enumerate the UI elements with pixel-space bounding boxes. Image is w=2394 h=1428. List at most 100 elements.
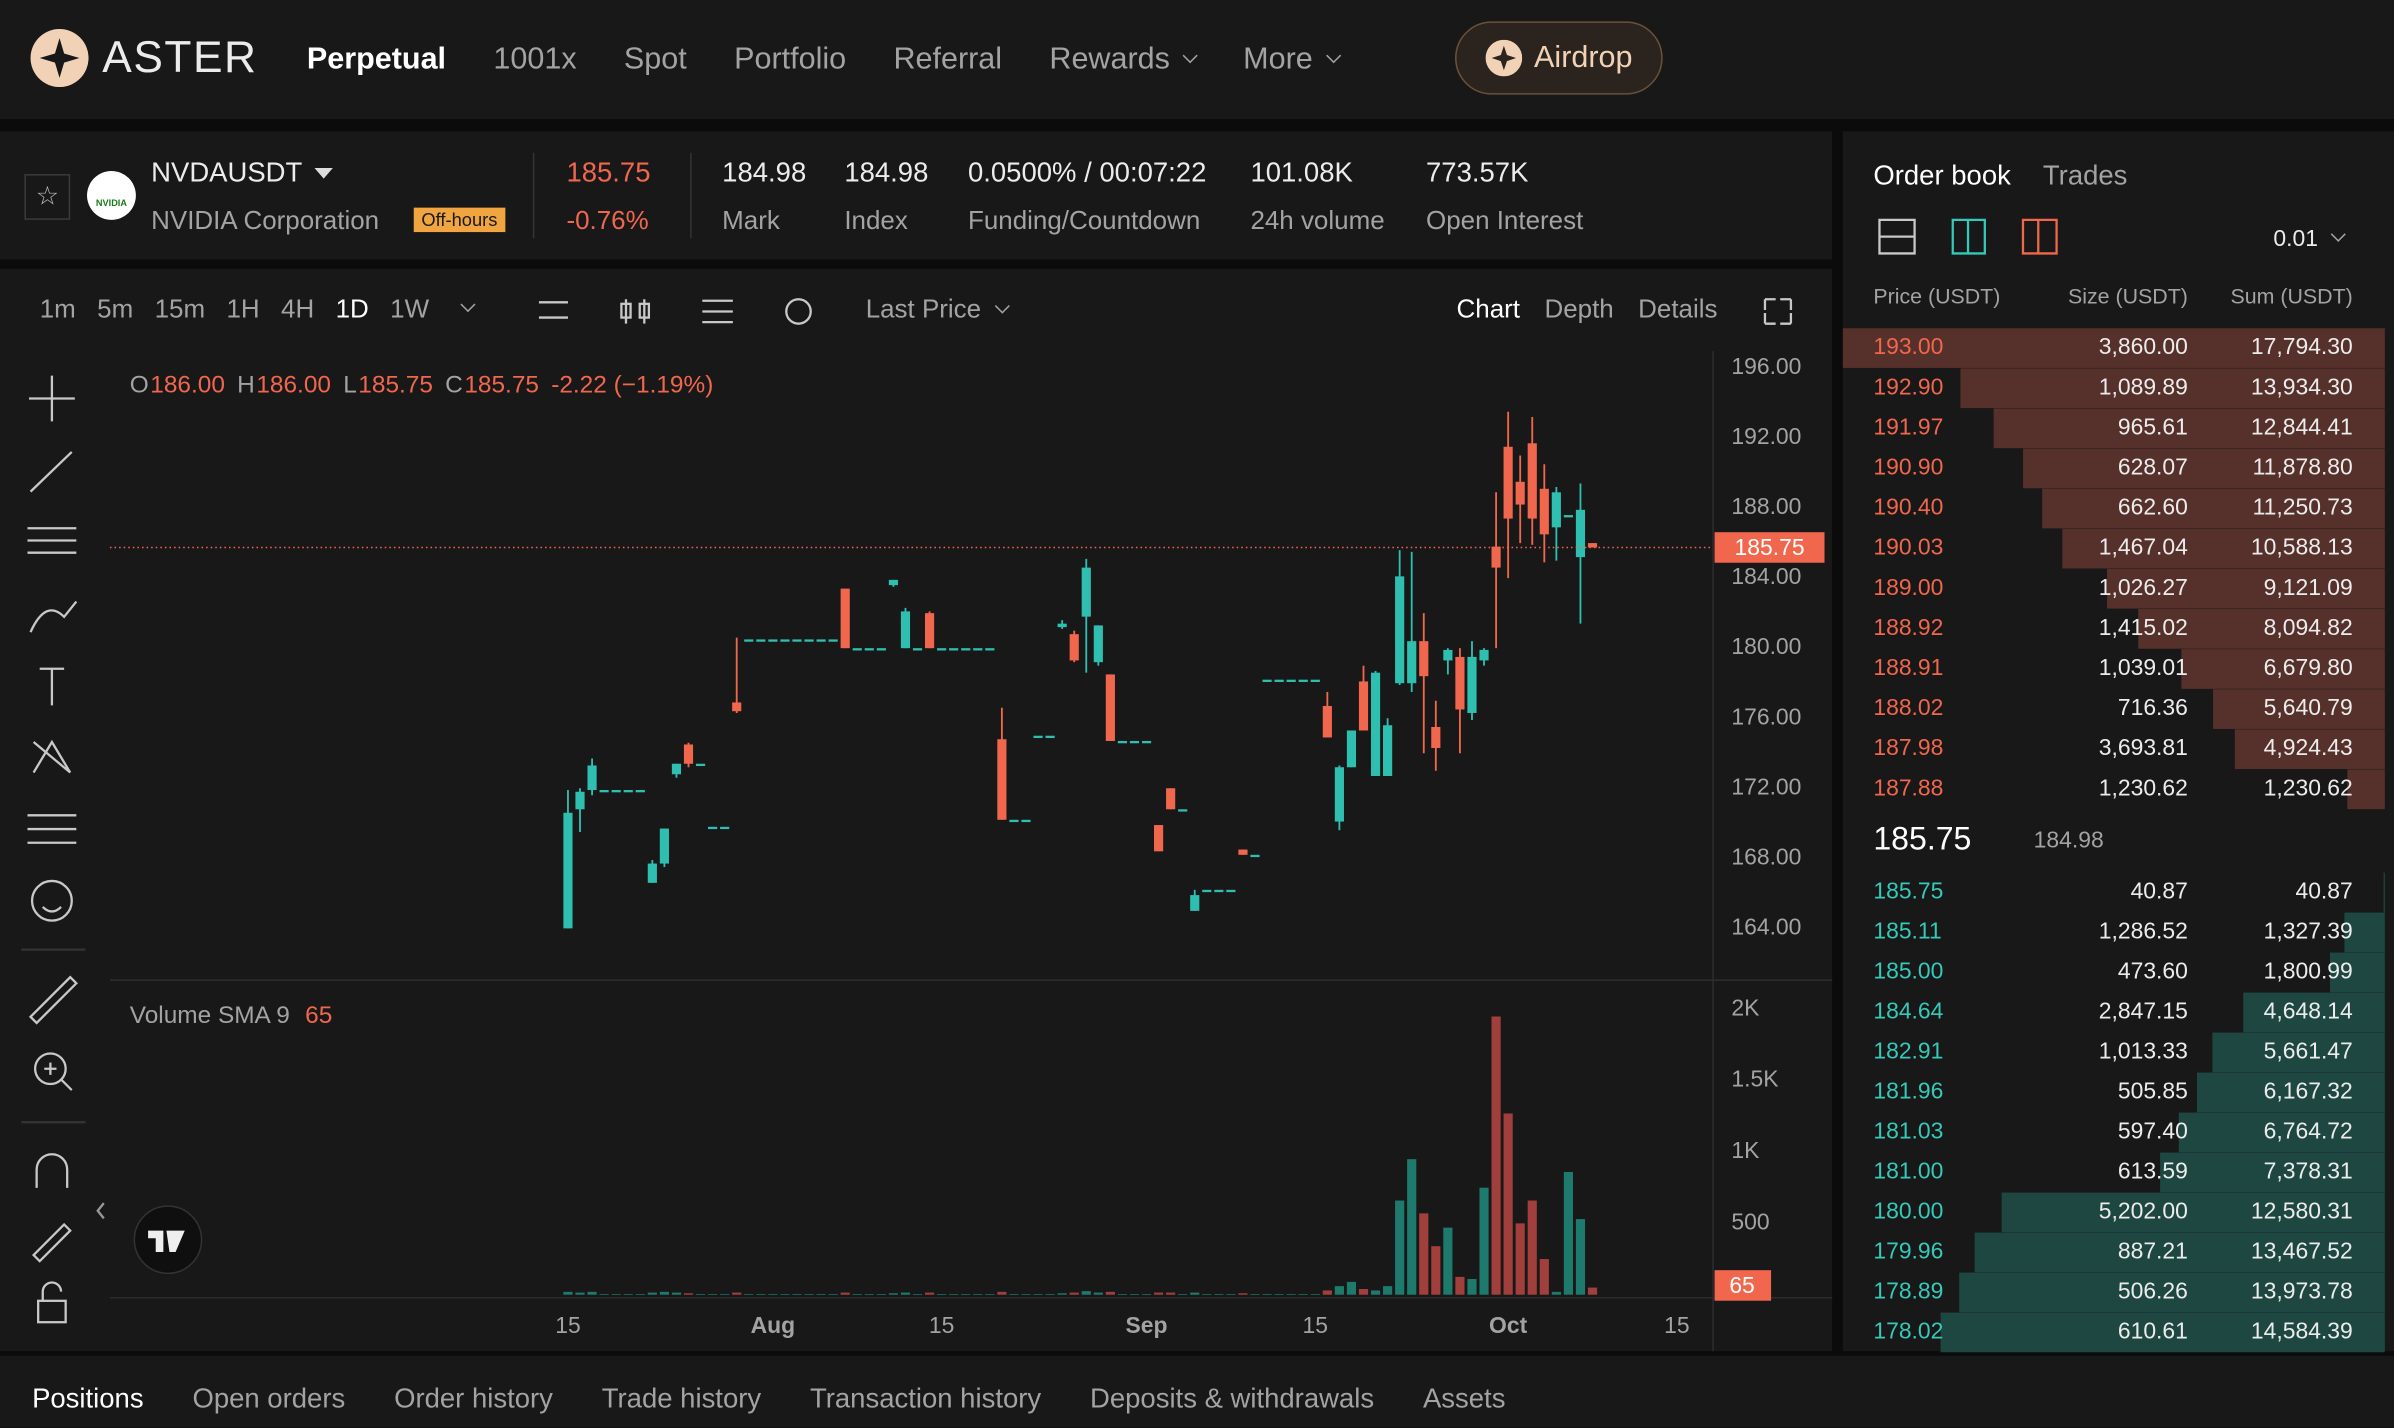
candle-body: [1587, 543, 1598, 548]
chart-views: Chart Depth Details: [1457, 293, 1718, 327]
candle-body: [647, 863, 657, 883]
candle-body: [695, 763, 706, 767]
price-source[interactable]: Last Price: [866, 293, 1010, 327]
book-amount: 506.26: [2118, 1277, 2188, 1303]
candle-body: [1226, 889, 1236, 893]
nav-item[interactable]: More: [1243, 42, 1341, 77]
symbol[interactable]: NVDAUSDT: [151, 157, 303, 188]
candle-body: [1045, 735, 1055, 739]
depth-bar: [2062, 528, 2385, 569]
nav-item[interactable]: Portfolio: [734, 42, 846, 77]
volume-sma: 65: [305, 1002, 332, 1029]
book-price: 189.00: [1873, 574, 1943, 600]
volume-bar: [816, 1294, 826, 1295]
x-tick-label: 15: [1303, 1312, 1328, 1338]
book-amount: 14,584.39: [2251, 1317, 2353, 1343]
candle-body: [1214, 889, 1224, 893]
interval[interactable]: 5m: [97, 294, 134, 324]
bottom-tab[interactable]: Deposits & withdrawals: [1090, 1382, 1375, 1414]
book-amount: 1,026.27: [2099, 574, 2188, 600]
interval[interactable]: 1D: [335, 294, 369, 324]
order-book-tab[interactable]: Order book: [1873, 159, 2011, 191]
price-change: -0.76%: [566, 206, 649, 236]
depth-bar: [2023, 448, 2385, 489]
interval[interactable]: 4H: [281, 294, 315, 324]
chart-view[interactable]: Depth: [1544, 294, 1614, 324]
bottom-tab[interactable]: Trade history: [601, 1382, 762, 1414]
candle-body: [1117, 740, 1128, 744]
candle-body: [756, 639, 766, 642]
book-amount: 716.36: [2118, 694, 2188, 720]
volume-bar: [1286, 1294, 1296, 1295]
volume-bar: [1334, 1286, 1344, 1295]
volume-legend: Volume SMA 9 65: [130, 1002, 333, 1029]
airdrop-label: Airdrop: [1534, 40, 1633, 75]
bottom-tab[interactable]: Positions: [32, 1382, 144, 1414]
candle-body: [888, 579, 898, 586]
candle-body: [732, 702, 742, 712]
favorite-star[interactable]: ☆: [24, 174, 71, 220]
volume-bar: [695, 1294, 706, 1295]
symbol-dropdown[interactable]: [313, 165, 334, 180]
candle-body: [768, 639, 778, 642]
volume-bar: [864, 1294, 874, 1295]
interval[interactable]: 1W: [390, 294, 430, 324]
book-price: 180.00: [1873, 1197, 1943, 1223]
nav-item[interactable]: 1001x: [493, 42, 576, 77]
volume-bar: [1081, 1291, 1091, 1295]
volume-bar: [611, 1294, 621, 1295]
candle-body: [599, 790, 609, 793]
volume-bar: [1587, 1287, 1598, 1295]
volume-bar: [1298, 1294, 1308, 1295]
interval[interactable]: 1m: [39, 294, 76, 324]
nav-label: Rewards: [1049, 41, 1170, 76]
nav-item[interactable]: Spot: [624, 42, 687, 77]
nav-item[interactable]: Referral: [893, 42, 1002, 77]
book-price: 184.64: [1873, 997, 1943, 1023]
symbol-name: NVIDIA Corporation: [151, 206, 380, 236]
volume-bar: [1407, 1159, 1417, 1295]
chart-view[interactable]: Details: [1638, 294, 1718, 324]
candle-body: [828, 639, 838, 642]
bottom-tab[interactable]: Open orders: [192, 1382, 346, 1414]
precision[interactable]: 0.01: [2273, 223, 2347, 254]
precision-label: 0.01: [2273, 225, 2318, 252]
candle-body: [1069, 634, 1079, 661]
candle-body: [1322, 705, 1332, 738]
x-tick-label: Aug: [751, 1312, 796, 1338]
candle-body: [1383, 725, 1393, 777]
depth-bar: [2234, 729, 2385, 770]
chart-view[interactable]: Chart: [1456, 294, 1521, 324]
airdrop-button[interactable]: Airdrop: [1455, 21, 1663, 95]
volume-bar: [1370, 1290, 1381, 1295]
candle-body: [1250, 854, 1260, 858]
nav-item[interactable]: Rewards: [1049, 41, 1199, 77]
volume-bar: [1238, 1293, 1248, 1295]
book-amount: 597.40: [2118, 1117, 2188, 1143]
volume-bar: [1274, 1294, 1284, 1295]
candle-body: [792, 639, 802, 642]
last-price: 185.75: [566, 157, 651, 188]
volume-bar: [1419, 1213, 1429, 1295]
candle-body: [563, 812, 573, 929]
volume-bar: [1045, 1294, 1055, 1295]
candle-body: [1190, 895, 1200, 911]
depth-bar: [2181, 649, 2385, 689]
candle-body: [1455, 656, 1465, 710]
volume-bar: [1117, 1294, 1128, 1295]
interval[interactable]: 15m: [154, 294, 206, 324]
bottom-tab[interactable]: Order history: [394, 1382, 553, 1414]
bottom-tab[interactable]: Transaction history: [809, 1382, 1042, 1414]
y-tick-label: 192.00: [1731, 423, 1801, 449]
order-book-tab[interactable]: Trades: [2042, 159, 2128, 191]
brand: ASTER: [102, 33, 258, 83]
interval[interactable]: 1H: [226, 294, 260, 324]
book-last-price: 185.75: [1873, 821, 1971, 857]
nav-item[interactable]: Perpetual: [307, 42, 446, 77]
volume-bar: [708, 1294, 718, 1295]
y-tick-label: 168.00: [1731, 843, 1801, 869]
book-amount: 12,580.31: [2251, 1197, 2353, 1223]
book-price: 181.00: [1873, 1157, 1943, 1183]
bottom-tab[interactable]: Assets: [1422, 1382, 1506, 1414]
book-amount: 8,094.82: [2264, 614, 2353, 640]
